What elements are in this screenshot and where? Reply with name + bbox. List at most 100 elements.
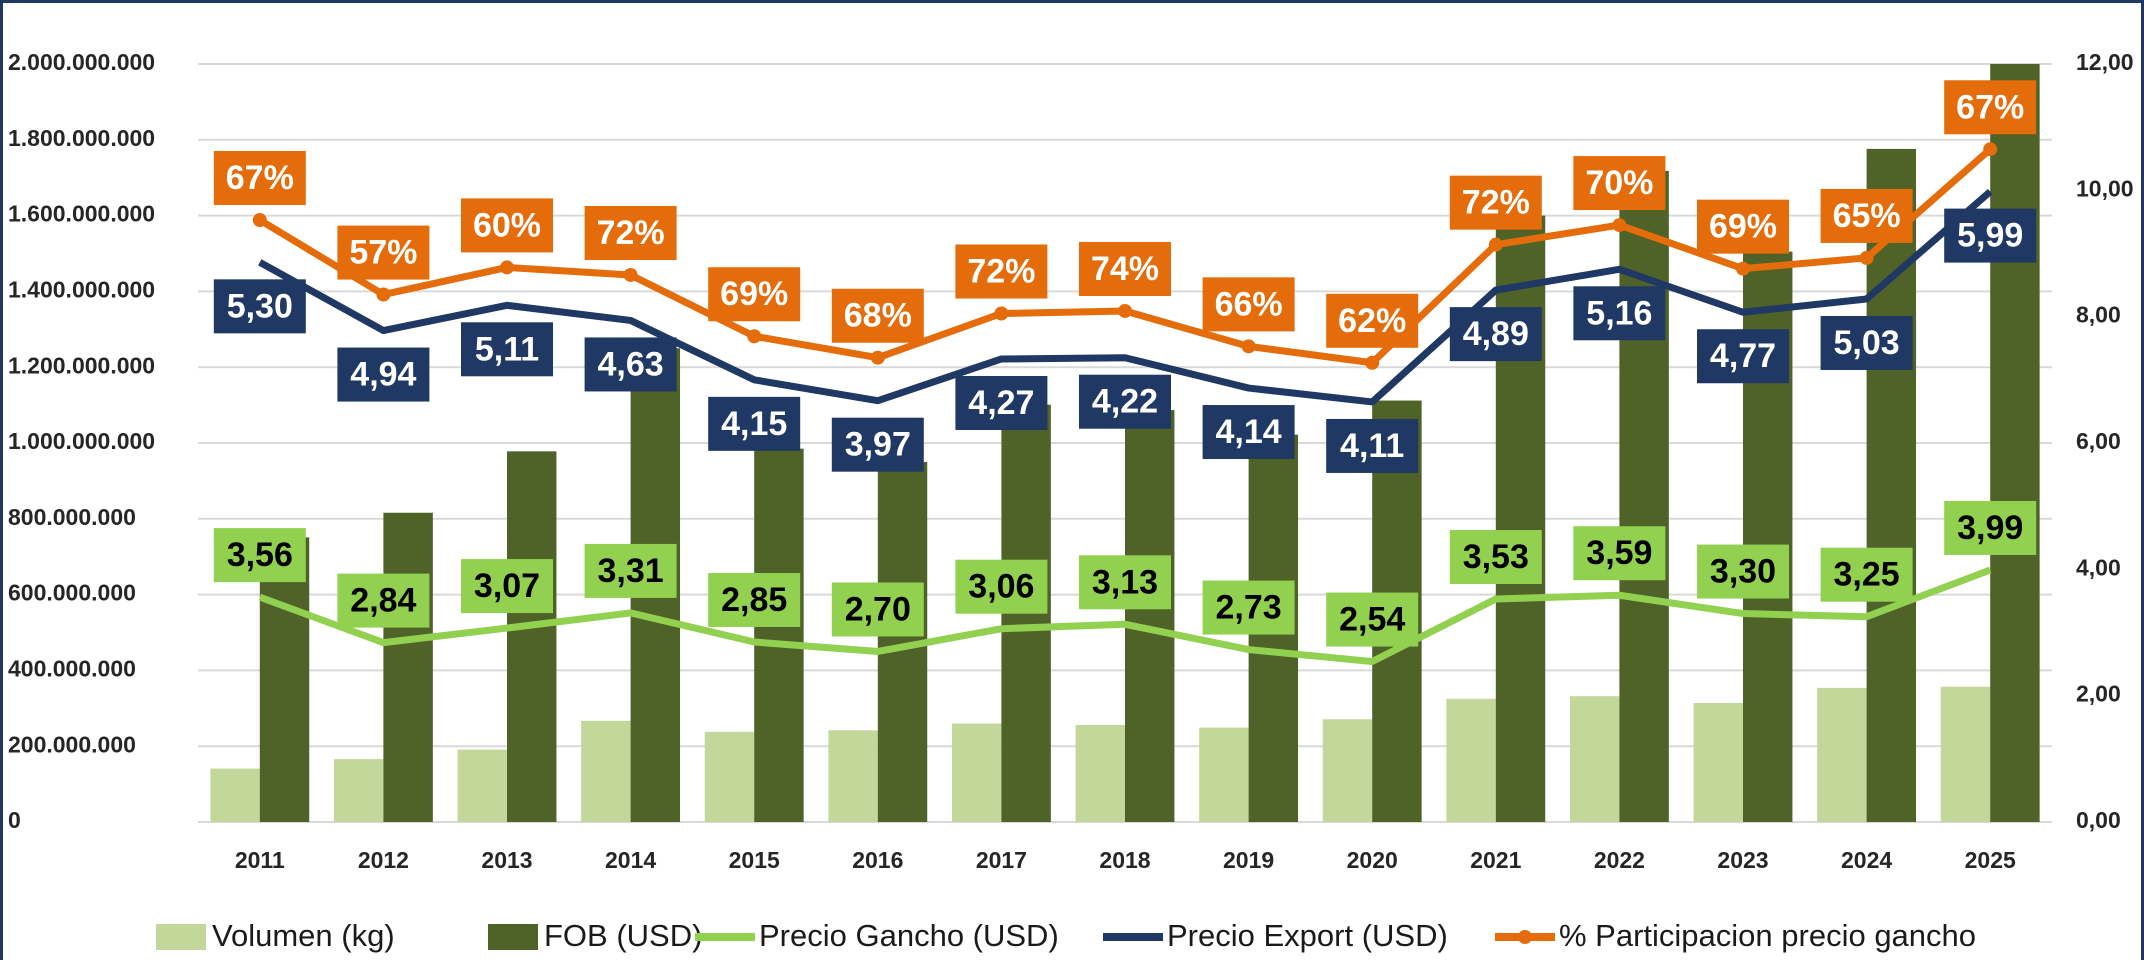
bar xyxy=(259,537,310,822)
y-tick-label: 0 xyxy=(8,807,21,833)
data-label: 3,13 xyxy=(1079,555,1171,610)
data-label-text: 3,07 xyxy=(474,567,540,605)
y-tick-label: 1.400.000.000 xyxy=(8,276,155,302)
data-label-text: 4,14 xyxy=(1216,413,1282,451)
data-label: 2,85 xyxy=(708,572,801,627)
marker xyxy=(1488,237,1503,252)
data-label: 3,30 xyxy=(1697,544,1789,599)
data-label-box xyxy=(708,396,801,451)
data-label-box xyxy=(337,347,430,402)
data-label-box xyxy=(1202,580,1295,635)
data-label-box xyxy=(1820,547,1913,602)
bar xyxy=(333,759,384,822)
bar xyxy=(1075,724,1125,822)
data-label-text: 3,25 xyxy=(1834,556,1900,594)
data-label-box xyxy=(831,288,924,343)
data-label: 69% xyxy=(708,267,801,322)
data-label: 67% xyxy=(1944,80,2037,135)
data-label-text: 5,11 xyxy=(475,330,539,368)
bar xyxy=(1569,696,1620,822)
data-label: 3,06 xyxy=(955,559,1048,614)
data-label-box xyxy=(337,225,430,280)
data-label: 4,15 xyxy=(708,396,801,451)
bar xyxy=(1693,702,1743,822)
data-label-box xyxy=(1449,175,1542,230)
x-tick-label: 2019 xyxy=(1223,847,1274,873)
data-label-text: 4,15 xyxy=(721,405,787,443)
data-label-text: 3,13 xyxy=(1092,563,1158,601)
data-label: 4,14 xyxy=(1202,405,1295,460)
data-label-box xyxy=(1079,241,1171,296)
data-label: 4,94 xyxy=(337,347,430,402)
y2-tick-label: 8,00 xyxy=(2076,302,2121,328)
data-label-text: 3,99 xyxy=(1957,509,2023,547)
data-label-box xyxy=(1697,544,1789,599)
data-label-text: 72% xyxy=(967,252,1035,290)
bar xyxy=(1817,687,1867,822)
data-label-text: 60% xyxy=(473,206,541,244)
data-label: 5,16 xyxy=(1573,286,1666,341)
data-label-text: 67% xyxy=(226,159,294,197)
data-label: 72% xyxy=(955,244,1048,299)
bar xyxy=(1199,727,1249,822)
x-tick-label: 2021 xyxy=(1470,847,1521,873)
data-label-box xyxy=(584,337,677,392)
legend-label: Volumen (kg) xyxy=(212,918,395,953)
y2-tick-label: 10,00 xyxy=(2076,175,2134,201)
data-label-box xyxy=(461,198,553,253)
x-tick-label: 2024 xyxy=(1841,847,1892,873)
data-label: 3,25 xyxy=(1820,547,1913,602)
data-label-box xyxy=(1079,374,1171,429)
data-label-text: 57% xyxy=(349,234,417,272)
data-label: 3,59 xyxy=(1573,526,1666,581)
y-tick-label: 800.000.000 xyxy=(8,504,136,530)
data-label-box xyxy=(1202,405,1295,460)
data-label-box xyxy=(1944,80,2037,135)
y-tick-label: 1.600.000.000 xyxy=(8,201,155,227)
data-label-text: 66% xyxy=(1215,285,1283,323)
data-label-text: 3,97 xyxy=(845,426,911,464)
marker xyxy=(1859,250,1874,265)
y-tick-label: 1.200.000.000 xyxy=(8,352,155,378)
x-tick-label: 2023 xyxy=(1717,847,1768,873)
data-label: 3,31 xyxy=(584,543,677,598)
data-label-text: 2,84 xyxy=(350,582,416,620)
data-label: 67% xyxy=(213,151,306,206)
data-label: 2,84 xyxy=(337,573,430,628)
data-label-text: 68% xyxy=(844,297,912,335)
data-label-box xyxy=(1326,293,1419,348)
line xyxy=(258,566,1992,666)
data-label: 57% xyxy=(337,225,430,280)
y2-tick-label: 12,00 xyxy=(2076,49,2134,75)
data-label: 74% xyxy=(1079,241,1171,296)
data-label-text: 5,03 xyxy=(1834,324,1900,362)
data-label-text: 3,06 xyxy=(968,568,1034,606)
data-label-text: 4,22 xyxy=(1092,383,1158,421)
bar xyxy=(1322,719,1373,822)
data-label: 3,07 xyxy=(461,559,553,614)
data-label-box xyxy=(1944,208,2037,263)
data-label-box xyxy=(708,572,801,627)
marker xyxy=(1983,142,1998,157)
data-label: 68% xyxy=(831,288,924,343)
data-label-text: 5,99 xyxy=(1957,217,2023,255)
data-label: 3,56 xyxy=(213,528,306,583)
bar xyxy=(951,723,1002,822)
legend-label: Precio Export (USD) xyxy=(1167,918,1448,953)
marker xyxy=(252,213,267,228)
data-label: 4,63 xyxy=(584,337,677,392)
data-label-text: 69% xyxy=(1709,208,1777,246)
data-label-box xyxy=(461,322,553,377)
data-label-text: 3,59 xyxy=(1586,534,1652,572)
marker xyxy=(1365,355,1380,370)
data-label-box xyxy=(584,205,677,260)
data-label: 4,11 xyxy=(1326,418,1419,473)
marker xyxy=(870,350,885,365)
data-label: 65% xyxy=(1820,188,1913,243)
data-label: 66% xyxy=(1202,277,1295,332)
data-label: 3,99 xyxy=(1944,500,2037,555)
marker xyxy=(376,287,391,302)
bar xyxy=(507,451,557,822)
